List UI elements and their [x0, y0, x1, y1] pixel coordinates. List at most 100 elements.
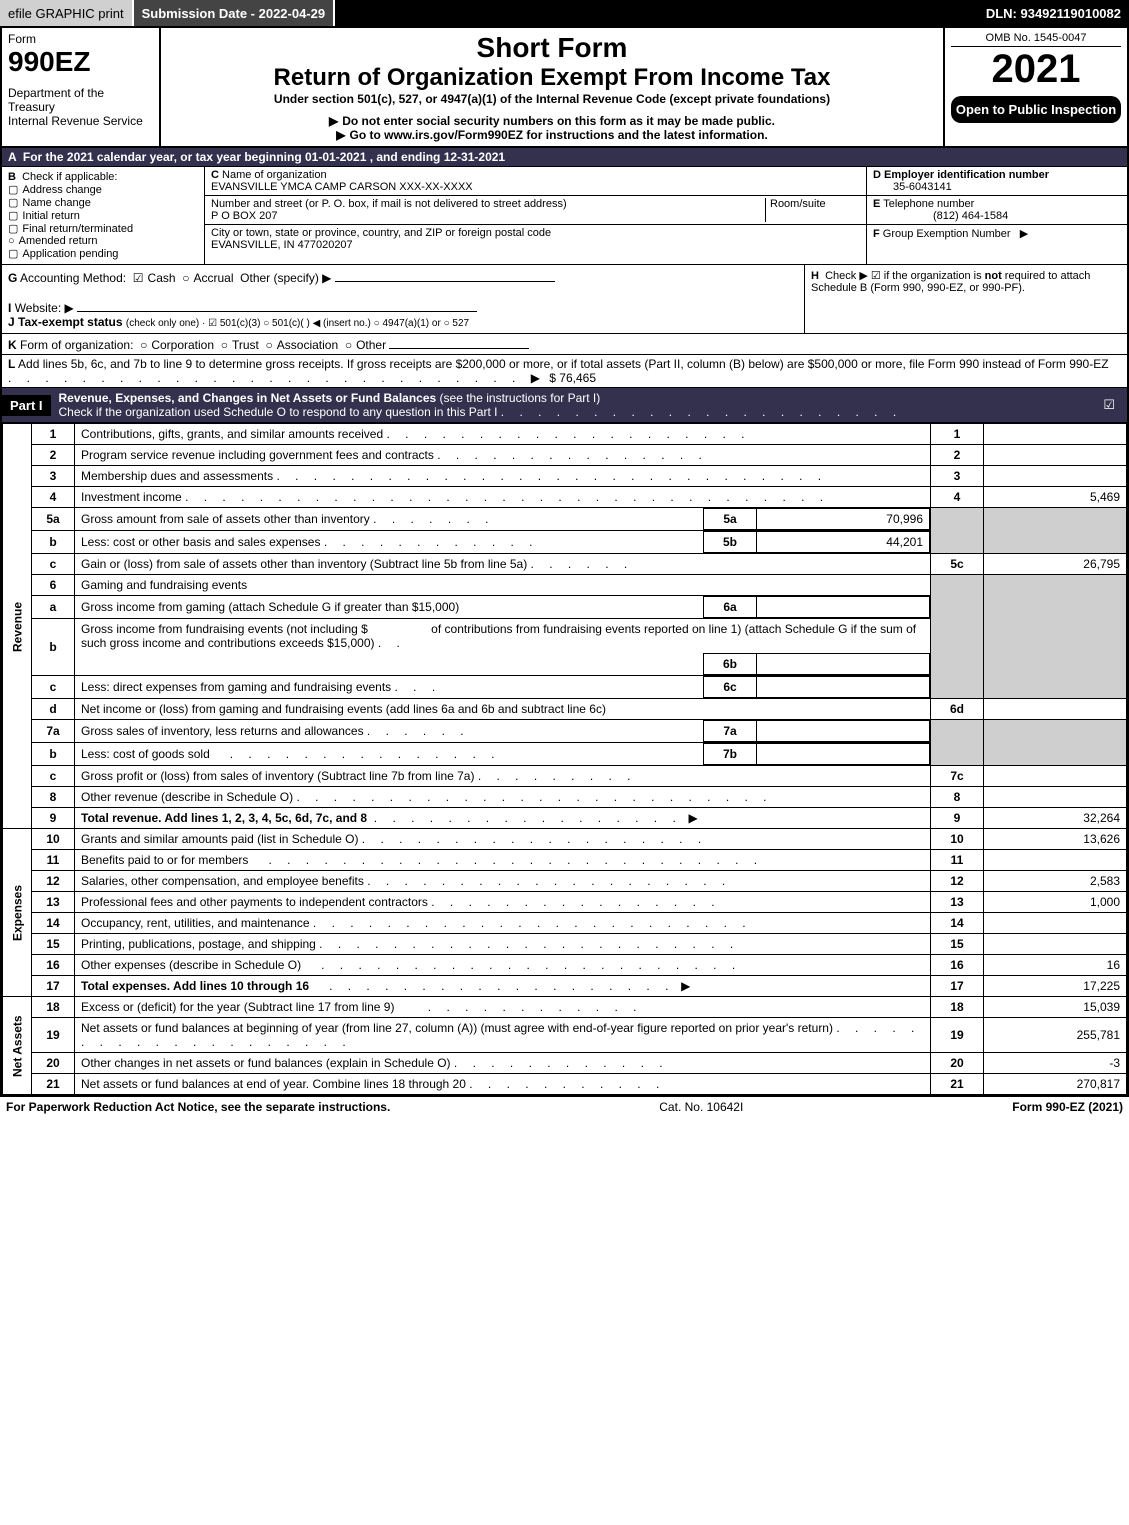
l4-val: 5,469	[984, 487, 1127, 508]
l9-box: 9	[931, 808, 984, 829]
check-initial-return[interactable]: Initial return	[8, 210, 80, 222]
i-label: Website: ▶	[15, 301, 74, 315]
h-not: not	[985, 270, 1002, 282]
website-blank[interactable]	[77, 299, 477, 312]
l11-val	[984, 850, 1127, 871]
l7c-box: 7c	[931, 766, 984, 787]
top-bar: efile GRAPHIC print Submission Date - 20…	[0, 0, 1129, 26]
l7a-desc: Gross sales of inventory, less returns a…	[75, 720, 931, 743]
l13-num: 13	[32, 892, 75, 913]
form-main: Form 990EZ Department of the Treasury In…	[0, 26, 1129, 1097]
l19-desc: Net assets or fund balances at beginning…	[75, 1018, 931, 1053]
l13-desc: Professional fees and other payments to …	[75, 892, 931, 913]
l7b-desc: Less: cost of goods sold . . . . . . . .…	[75, 743, 931, 766]
l7ab-shade-val	[984, 720, 1127, 766]
k-corp[interactable]: Corporation	[140, 338, 214, 352]
k-trust[interactable]: Trust	[221, 338, 259, 352]
part1-table: Revenue 1 Contributions, gifts, grants, …	[2, 423, 1127, 1095]
l13-val: 1,000	[984, 892, 1127, 913]
h-label: Check ▶ ☑ if the organization is	[825, 270, 985, 282]
part1-dots: . . . . . . . . . . . . . . . . . . . . …	[501, 405, 902, 419]
col-h: H Check ▶ ☑ if the organization is not r…	[804, 265, 1127, 333]
l16-num: 16	[32, 955, 75, 976]
l5c-box: 5c	[931, 554, 984, 575]
check-final-return[interactable]: Final return/terminated	[8, 223, 133, 235]
l2-val	[984, 445, 1127, 466]
l12-val: 2,583	[984, 871, 1127, 892]
l11-desc: Benefits paid to or for members . . . . …	[75, 850, 931, 871]
row-bcde: B Check if applicable: Address change Na…	[2, 167, 1127, 265]
l19-val: 255,781	[984, 1018, 1127, 1053]
l1-num: 1	[32, 424, 75, 445]
l7c-desc: Gross profit or (loss) from sales of inv…	[75, 766, 931, 787]
l17-desc: Total expenses. Add lines 10 through 16 …	[75, 976, 931, 997]
l15-desc: Printing, publications, postage, and shi…	[75, 934, 931, 955]
form-label: Form	[8, 32, 153, 46]
k-other[interactable]: Other	[345, 338, 386, 352]
efile-label[interactable]: efile GRAPHIC print	[0, 0, 134, 26]
l18-desc: Excess or (deficit) for the year (Subtra…	[75, 997, 931, 1018]
l10-num: 10	[32, 829, 75, 850]
irs-label: Internal Revenue Service	[8, 114, 153, 128]
return-title: Return of Organization Exempt From Incom…	[167, 64, 937, 92]
street-value: P O BOX 207	[211, 210, 277, 222]
room-suite: Room/suite	[765, 198, 860, 222]
l10-desc: Grants and similar amounts paid (list in…	[75, 829, 931, 850]
l5a-val: 70,996	[757, 509, 930, 530]
ein-value: 35-6043141	[893, 181, 952, 193]
l5a-box: 5a	[704, 509, 757, 530]
accrual-check[interactable]: Accrual	[182, 271, 233, 285]
omb-number: OMB No. 1545-0047	[951, 32, 1121, 47]
l6-shade-box	[931, 575, 984, 699]
l7a-num: 7a	[32, 720, 75, 743]
l6-desc: Gaming and fundraising events	[75, 575, 931, 596]
l13-box: 13	[931, 892, 984, 913]
l16-box: 16	[931, 955, 984, 976]
l18-box: 18	[931, 997, 984, 1018]
l5ab-shade-val	[984, 508, 1127, 554]
l3-box: 3	[931, 466, 984, 487]
k-other-blank[interactable]	[389, 336, 529, 349]
l6d-box: 6d	[931, 699, 984, 720]
l1-box: 1	[931, 424, 984, 445]
open-public-badge: Open to Public Inspection	[951, 96, 1121, 123]
l-val: $ 76,465	[549, 371, 596, 385]
l1-desc: Contributions, gifts, grants, and simila…	[75, 424, 931, 445]
l9-desc: Total revenue. Add lines 1, 2, 3, 4, 5c,…	[75, 808, 931, 829]
part1-note: (see the instructions for Part I)	[440, 391, 601, 405]
dln: DLN: 93492119010082	[978, 0, 1129, 26]
l14-val	[984, 913, 1127, 934]
part1-check-o[interactable]	[1103, 397, 1119, 413]
check-amended-return[interactable]: Amended return	[8, 235, 98, 247]
part1-badge: Part I	[2, 395, 51, 416]
check-name-change[interactable]: Name change	[8, 197, 91, 209]
l5c-desc: Gain or (loss) from sale of assets other…	[75, 554, 931, 575]
l20-num: 20	[32, 1053, 75, 1074]
l4-box: 4	[931, 487, 984, 508]
col-b: B Check if applicable: Address change Na…	[2, 167, 205, 264]
check-address-change[interactable]: Address change	[8, 184, 102, 196]
l1-val	[984, 424, 1127, 445]
l8-box: 8	[931, 787, 984, 808]
other-specify[interactable]: Other (specify)	[240, 271, 319, 285]
city-label: City or town, state or province, country…	[211, 227, 551, 239]
l6-shade-val	[984, 575, 1127, 699]
l6a-desc: Gross income from gaming (attach Schedul…	[75, 596, 931, 619]
check-application-pending[interactable]: Application pending	[8, 248, 118, 260]
l7a-box: 7a	[704, 721, 757, 742]
arrow-note-1: Do not enter social security numbers on …	[167, 114, 937, 128]
j-note: (check only one) · ☑ 501(c)(3) ○ 501(c)(…	[126, 318, 469, 329]
arrow-note-2[interactable]: Go to www.irs.gov/Form990EZ for instruct…	[167, 128, 937, 142]
l12-num: 12	[32, 871, 75, 892]
l-text: Add lines 5b, 6c, and 7b to line 9 to de…	[18, 357, 1109, 371]
other-blank[interactable]	[335, 269, 555, 282]
line-k: K Form of organization: Corporation Trus…	[2, 334, 1127, 355]
cash-check[interactable]: Cash	[133, 271, 176, 285]
part1-desc: Revenue, Expenses, and Changes in Net As…	[51, 388, 911, 422]
l15-num: 15	[32, 934, 75, 955]
netassets-label: Net Assets	[3, 997, 32, 1095]
part1-check-text: Check if the organization used Schedule …	[59, 405, 498, 419]
l16-desc: Other expenses (describe in Schedule O) …	[75, 955, 931, 976]
k-assoc[interactable]: Association	[266, 338, 339, 352]
street-label: Number and street (or P. O. box, if mail…	[211, 198, 567, 210]
